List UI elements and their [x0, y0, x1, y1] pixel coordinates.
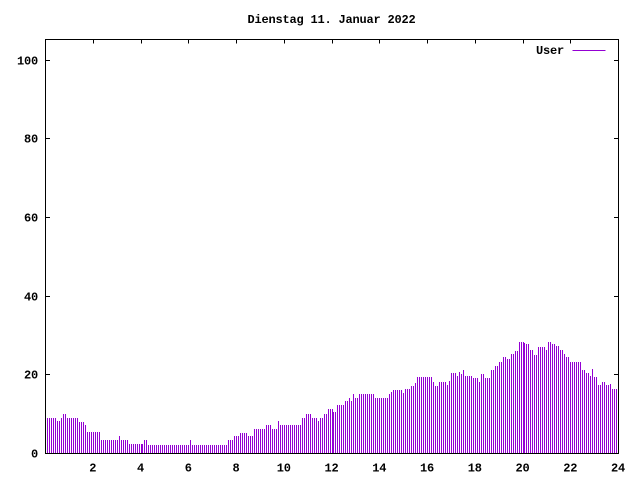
svg-text:4: 4	[137, 462, 144, 476]
svg-text:60: 60	[24, 212, 38, 226]
svg-text:User: User	[536, 44, 564, 58]
svg-text:20: 20	[24, 369, 38, 383]
svg-text:8: 8	[232, 462, 239, 476]
svg-text:40: 40	[24, 291, 38, 305]
svg-text:10: 10	[277, 462, 291, 476]
svg-text:22: 22	[563, 462, 577, 476]
svg-text:18: 18	[468, 462, 482, 476]
svg-text:2: 2	[89, 462, 96, 476]
svg-text:6: 6	[185, 462, 192, 476]
svg-text:12: 12	[324, 462, 338, 476]
svg-text:100: 100	[17, 55, 38, 69]
svg-text:80: 80	[24, 133, 38, 147]
svg-text:14: 14	[372, 462, 386, 476]
svg-text:24: 24	[611, 462, 625, 476]
svg-text:20: 20	[515, 462, 529, 476]
svg-text:16: 16	[420, 462, 434, 476]
svg-text:0: 0	[31, 448, 38, 462]
svg-text:Dienstag 11. Januar 2022: Dienstag 11. Januar 2022	[247, 13, 415, 27]
